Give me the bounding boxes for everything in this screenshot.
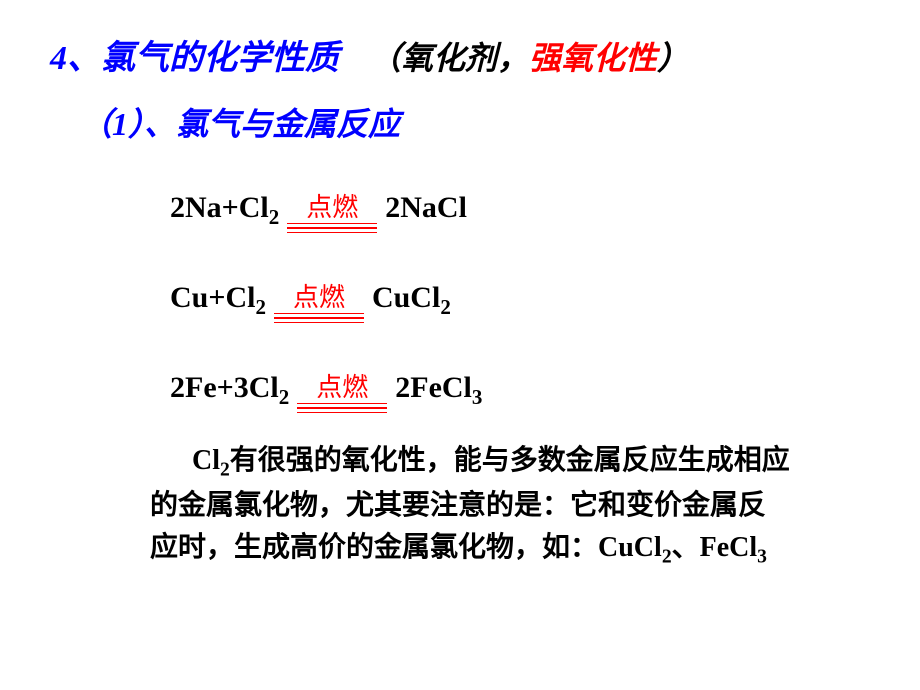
- reaction-condition: 点燃: [306, 195, 358, 221]
- section-title: 氯气的化学性质: [101, 40, 339, 77]
- equation-left: Cu+Cl2: [170, 281, 266, 320]
- note-close: ）: [657, 40, 689, 76]
- oxidizer-note: （氧化剂，强氧化性）: [369, 33, 689, 79]
- equation-right: 2FeCl3: [395, 371, 482, 410]
- equation-left: 2Na+Cl2: [170, 191, 279, 230]
- equation-row: Cu+Cl2 点燃 CuCl2: [170, 260, 870, 320]
- section-number: 4、: [50, 40, 101, 77]
- arrow-lines-icon: [274, 313, 364, 324]
- subsection-title: （1）、氯气与金属反应: [80, 99, 870, 145]
- slide-content: 4、氯气的化学性质 （氧化剂，强氧化性） （1）、氯气与金属反应 2Na+Cl2…: [0, 0, 920, 602]
- reaction-condition: 点燃: [293, 285, 345, 311]
- equation-row: 2Fe+3Cl2 点燃 2FeCl3: [170, 350, 870, 410]
- section-heading: 4、氯气的化学性质: [50, 30, 339, 79]
- equation-left: 2Fe+3Cl2: [170, 371, 289, 410]
- reaction-arrow: 点燃: [297, 375, 387, 414]
- summary-formula-cucl2: CuCl2: [598, 532, 672, 563]
- summary-formula-cl2: Cl2: [192, 445, 230, 476]
- title-row: 4、氯气的化学性质 （氧化剂，强氧化性）: [50, 30, 870, 79]
- summary-paragraph: Cl2有很强的氧化性，能与多数金属反应生成相应的金属氯化物，尤其要注意的是：它和…: [150, 440, 790, 572]
- equation-right: 2NaCl: [385, 191, 467, 230]
- reaction-arrow: 点燃: [287, 195, 377, 234]
- equations-block: 2Na+Cl2 点燃 2NaCl Cu+Cl2 点燃 CuCl2 2Fe+3Cl…: [170, 170, 870, 410]
- reaction-arrow: 点燃: [274, 285, 364, 324]
- summary-formula-fecl3: FeCl3: [700, 532, 767, 563]
- note-part2: 强氧化性: [529, 40, 657, 76]
- summary-sep: 、: [672, 532, 700, 563]
- reaction-condition: 点燃: [316, 375, 368, 401]
- arrow-lines-icon: [287, 223, 377, 234]
- note-open: （: [369, 40, 401, 76]
- equation-right: CuCl2: [372, 281, 451, 320]
- arrow-lines-icon: [297, 403, 387, 414]
- note-part1: 氧化剂，: [401, 40, 529, 76]
- equation-row: 2Na+Cl2 点燃 2NaCl: [170, 170, 870, 230]
